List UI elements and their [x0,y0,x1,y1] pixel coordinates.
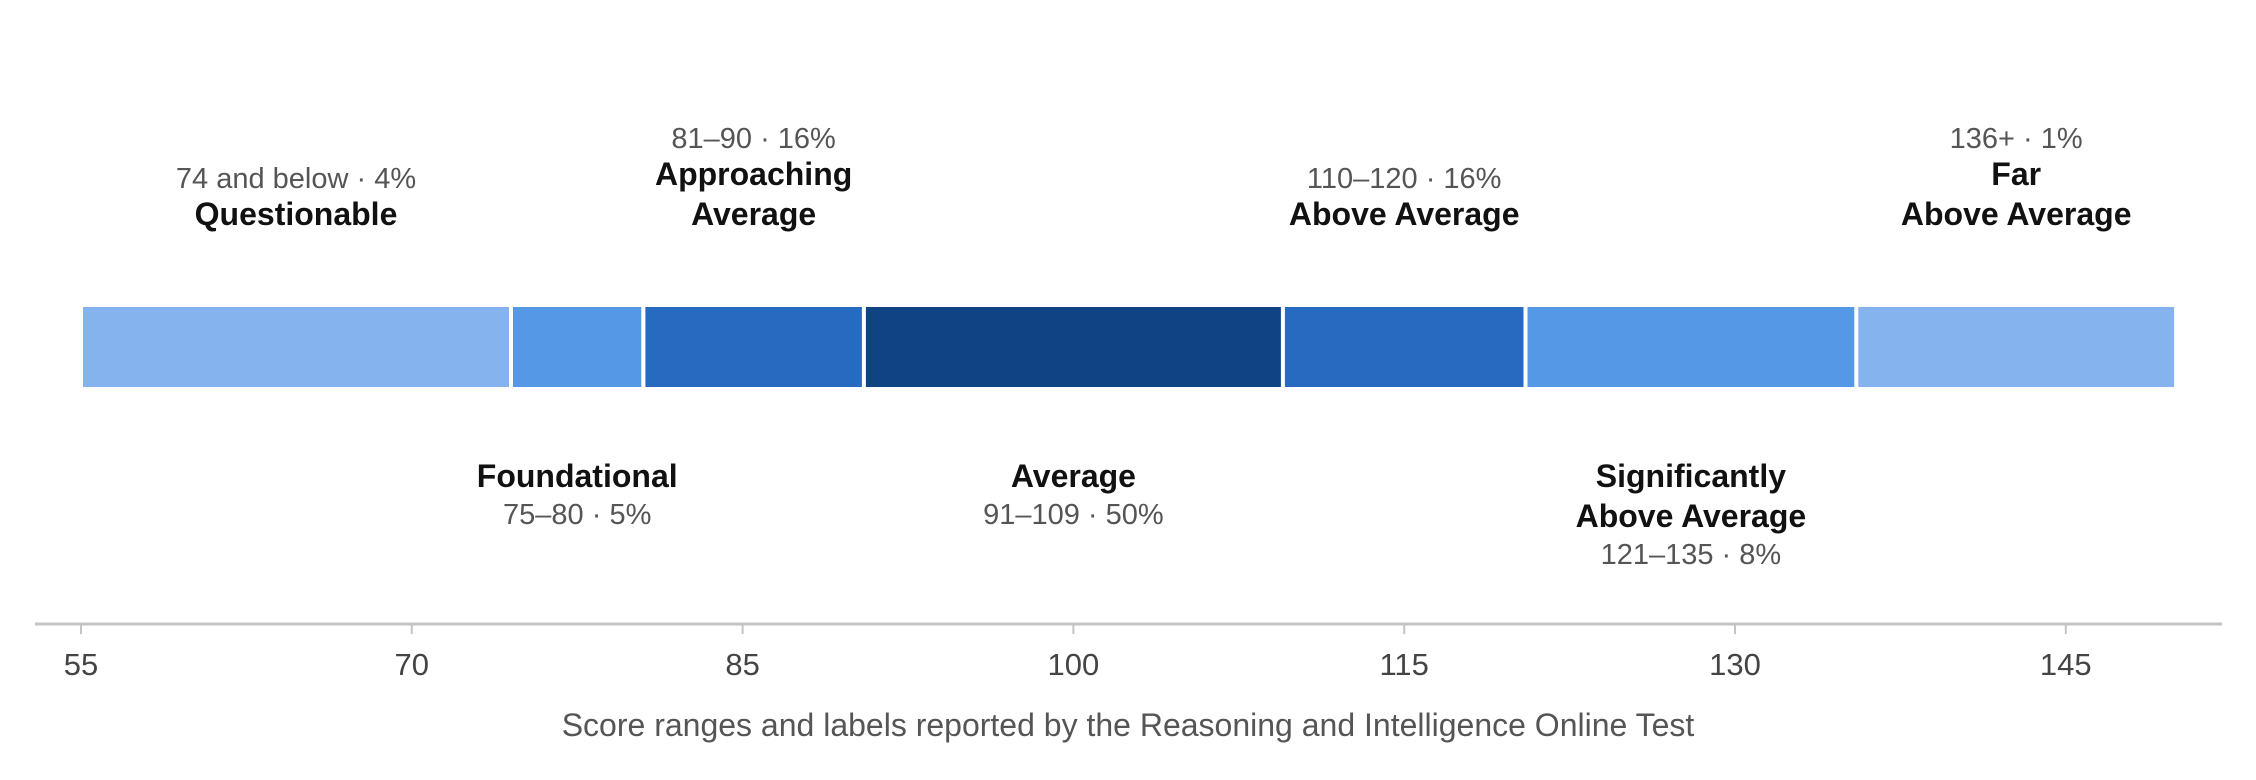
segment-name: Questionable [195,196,398,232]
x-tick-label: 70 [395,647,429,682]
segment-name: Above Average [1289,196,1520,232]
x-tick-label: 115 [1379,647,1428,682]
segment-name: Approaching Average [655,156,852,232]
range-segment-bar [1527,307,1855,387]
segment-range-text: 75–80 · 5% [503,499,651,531]
segment-range-text: 110–120 · 16% [1307,163,1502,195]
segment-name: Significantly Above Average [1576,458,1807,534]
chart-caption: Score ranges and labels reported by the … [562,707,1695,743]
segment-name: Average [1011,458,1136,494]
x-axis-ticks: 55 70 85 100 115 130 145 [64,624,2092,682]
range-labels: 74 and below · 4%Questionable Foundationa… [176,123,2132,571]
segment-range-text: 81–90 · 16% [671,123,835,155]
range-segment-bar [865,307,1281,387]
segment-name: Far Above Average [1901,156,2132,232]
range-segment-bar [645,307,862,387]
x-tick-label: 145 [2040,647,2092,682]
range-segment-bar [513,307,642,387]
range-segment-bar [83,307,509,387]
range-segments [83,307,2175,387]
x-tick-label: 130 [1709,647,1761,682]
segment-range-text: 136+ · 1% [1950,123,2083,155]
segment-range-text: 91–109 · 50% [983,499,1164,531]
segment-name: Foundational [477,458,678,494]
x-tick-label: 55 [64,647,98,682]
segment-range-text: 121–135 · 8% [1601,539,1782,571]
segment-range-text: 74 and below · 4% [176,163,416,195]
range-segment-bar [1284,307,1524,387]
x-tick-label: 85 [725,647,759,682]
range-segment-bar [1858,307,2175,387]
x-tick-label: 100 [1048,647,1100,682]
